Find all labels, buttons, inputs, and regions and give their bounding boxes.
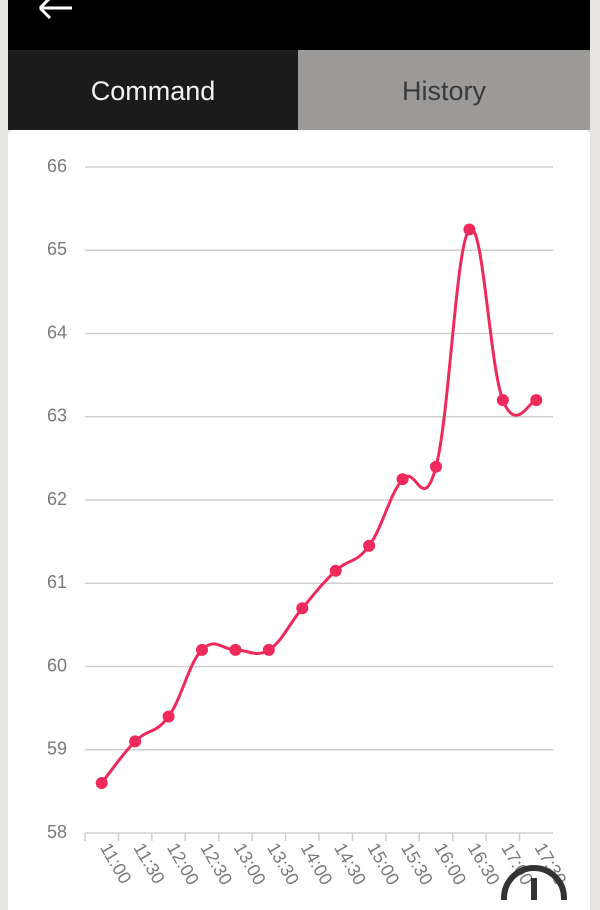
data-point xyxy=(463,223,476,236)
data-point xyxy=(129,735,142,748)
data-point xyxy=(196,643,208,656)
data-point xyxy=(262,643,275,656)
data-point xyxy=(396,473,409,486)
x-tick-label: 13:00 xyxy=(230,839,270,888)
x-tick-label: 11:00 xyxy=(96,839,135,887)
y-tick-label: 62 xyxy=(47,489,67,509)
data-line xyxy=(100,227,537,784)
y-tick-label: 59 xyxy=(47,739,67,759)
data-point xyxy=(296,602,309,615)
y-tick-label: 60 xyxy=(47,655,67,675)
x-tick-label: 13:30 xyxy=(263,839,303,888)
data-point xyxy=(363,539,376,552)
data-point xyxy=(162,710,175,723)
y-tick-label: 64 xyxy=(47,322,67,342)
data-point xyxy=(229,643,242,656)
data-point xyxy=(329,564,342,577)
x-tick-label: 15:00 xyxy=(364,839,404,888)
tab-history[interactable]: History xyxy=(298,50,590,130)
x-tick-label: 14:00 xyxy=(297,839,337,888)
data-point xyxy=(496,394,509,407)
x-tick-label: 12:00 xyxy=(163,839,203,888)
x-tick-label: 16:00 xyxy=(430,839,470,888)
data-point xyxy=(530,394,543,407)
y-tick-label: 63 xyxy=(47,406,67,426)
y-tick-label: 58 xyxy=(47,822,67,842)
x-tick-label: 16:30 xyxy=(464,839,504,888)
y-tick-label: 65 xyxy=(47,239,67,259)
back-arrow[interactable] xyxy=(28,0,88,50)
x-tick-label: 12:30 xyxy=(196,839,236,888)
top-bar xyxy=(8,0,590,50)
x-tick-label: 15:30 xyxy=(397,839,437,888)
tab-command[interactable]: Command xyxy=(8,50,298,130)
x-tick-label: 11:30 xyxy=(130,839,169,887)
data-point xyxy=(430,460,442,473)
data-point xyxy=(95,777,108,790)
floating-button[interactable] xyxy=(501,865,567,900)
y-tick-label: 61 xyxy=(47,572,67,592)
y-tick-label: 66 xyxy=(47,156,67,176)
x-tick-label: 14:30 xyxy=(330,839,370,888)
